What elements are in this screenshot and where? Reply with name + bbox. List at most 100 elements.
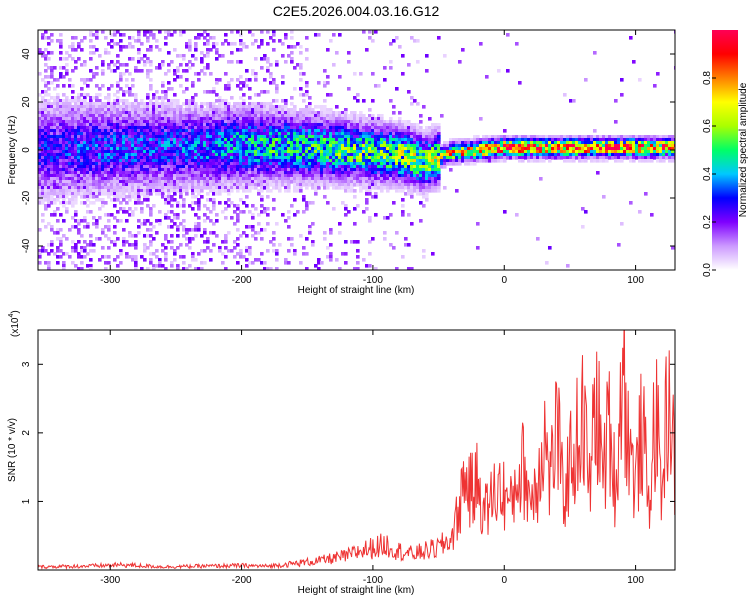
heatmap-cell [47,147,51,151]
heatmap-cell [374,135,378,139]
heatmap-cell [266,213,270,217]
heatmap-cell [347,117,351,121]
heatmap-cell [122,189,126,193]
heatmap-cell [215,141,219,145]
heatmap-cell [56,177,60,181]
heatmap-cell [326,120,330,124]
heatmap-cell [191,183,195,187]
heatmap-cell [275,117,279,121]
heatmap-cell [215,123,219,127]
heatmap-cell [164,213,168,217]
heatmap-cell [356,162,360,166]
heatmap-cell [155,132,159,136]
heatmap-cell [371,162,375,166]
heatmap-cell [293,123,297,127]
heatmap-cell [206,180,210,184]
heatmap-cell [314,180,318,184]
heatmap-cell [53,213,57,217]
heatmap-cell [338,177,342,181]
heatmap-cell [65,171,69,175]
heatmap-cell [170,156,174,160]
heatmap-cell [230,51,234,55]
heatmap-cell [296,171,300,175]
heatmap-cell [149,213,153,217]
heatmap-cell [92,180,96,184]
heatmap-cell [380,150,384,154]
heatmap-cell [233,117,237,121]
heatmap-cell [167,111,171,115]
heatmap-cell [260,135,264,139]
heatmap-cell [248,30,252,34]
heatmap-cell [206,120,210,124]
heatmap-cell [302,177,306,181]
heatmap-cell [395,186,399,190]
heatmap-cell [320,147,324,151]
heatmap-cell [293,198,297,202]
heatmap-cell [89,195,93,199]
heatmap-cell [206,147,210,151]
heatmap-cell [68,162,72,166]
heatmap-cell [131,171,135,175]
heatmap-cell [209,102,213,106]
heatmap-cell [53,126,57,130]
heatmap-cell [83,168,87,172]
heatmap-cell [266,135,270,139]
heatmap-cell [365,135,369,139]
heatmap-cell [296,183,300,187]
heatmap-cell [74,108,78,112]
heatmap-cell [185,78,189,82]
heatmap-cell [98,186,102,190]
heatmap-cell [101,180,105,184]
heatmap-cell [74,159,78,163]
heatmap-cell [98,177,102,181]
heatmap-cell [137,231,141,235]
heatmap-cell [344,252,348,256]
heatmap-cell [107,117,111,121]
heatmap-cell [365,132,369,136]
heatmap-cell [164,237,168,241]
heatmap-cell [374,84,378,88]
heatmap-cell [98,123,102,127]
heatmap-cell [257,126,261,130]
heatmap-cell [236,159,240,163]
heatmap-cell [347,144,351,148]
heatmap-cell [398,129,402,133]
heatmap-cell [50,243,54,247]
heatmap-cell [356,153,360,157]
heatmap-cell [146,219,150,223]
heatmap-cell [164,198,168,202]
heatmap-cell [68,171,72,175]
heatmap-cell [314,123,318,127]
heatmap-cell [107,51,111,55]
heatmap-cell [290,108,294,112]
heatmap-cell [221,105,225,109]
heatmap-cell [368,162,372,166]
heatmap-cell [239,249,243,253]
heatmap-cell [68,189,72,193]
heatmap-cell [347,150,351,154]
heatmap-cell [50,147,54,151]
heatmap-cell [419,171,423,175]
heatmap-cell [191,255,195,259]
heatmap-cell [122,159,126,163]
heatmap-cell [65,120,69,124]
heatmap-cell [287,237,291,241]
heatmap-cell [287,249,291,253]
heatmap-cell [269,171,273,175]
heatmap-cell [173,156,177,160]
heatmap-cell [131,117,135,121]
heatmap-cell [164,126,168,130]
heatmap-cell [119,135,123,139]
heatmap-cell [95,195,99,199]
heatmap-cell [47,174,51,178]
heatmap-cell [218,78,222,82]
heatmap-cell [272,243,276,247]
heatmap-cell [257,105,261,109]
heatmap-cell [74,132,78,136]
heatmap-cell [191,168,195,172]
heatmap-cell [221,240,225,244]
heatmap-cell [242,150,246,154]
heatmap-cell [110,132,114,136]
heatmap-cell [74,213,78,217]
heatmap-cell [77,126,81,130]
